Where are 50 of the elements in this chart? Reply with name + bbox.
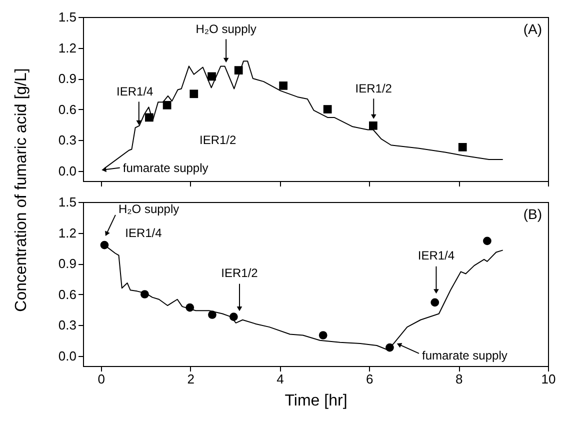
x-tick-label: 4 [276, 372, 284, 386]
x-tick-label: 6 [366, 372, 374, 386]
annotation: fumarate supply [422, 348, 508, 362]
y-tick-label: 0.3 [58, 132, 76, 148]
annotation: fumarate supply [122, 160, 208, 175]
point [458, 142, 467, 152]
point [318, 331, 328, 340]
annotation: IER1/4 [125, 226, 162, 240]
annotation: IER1/2 [200, 133, 237, 147]
annotation: H₂O supply [118, 202, 180, 216]
y-tick-label: 1.5 [58, 10, 76, 24]
x-tick-label: 10 [541, 372, 556, 386]
annotation: IER1/4 [116, 84, 154, 99]
point [190, 90, 198, 98]
x-tick-label: 2 [187, 372, 194, 386]
y-tick-label: 0.0 [58, 348, 76, 364]
point [162, 100, 172, 110]
y-tick-label: 1.5 [58, 194, 76, 210]
point [368, 121, 378, 130]
y-tick-label: 0.3 [58, 318, 76, 332]
point [234, 66, 243, 74]
point [323, 105, 332, 114]
y-axis-title: Concentration of fumaric acid [g/L] [13, 68, 31, 312]
y-tick-label: 1.2 [58, 225, 76, 240]
x-tick-label: 8 [455, 372, 463, 386]
point [483, 236, 492, 246]
x-axis-title: Time [hr] [284, 392, 348, 410]
point [100, 240, 109, 250]
point [386, 343, 394, 352]
x-tick-label: 0 [98, 372, 105, 386]
y-tick-label: 0.6 [58, 102, 76, 117]
y-tick-label: 0.0 [58, 163, 76, 178]
annotation: IER1/2 [221, 266, 258, 280]
point [144, 113, 154, 122]
annotation: IER1/4 [418, 248, 455, 262]
point [186, 303, 194, 312]
point [279, 81, 288, 90]
y-tick-label: 0.9 [58, 256, 76, 271]
point [208, 310, 216, 319]
point [430, 298, 440, 307]
point [140, 290, 149, 298]
y-tick-label: 0.6 [58, 286, 76, 302]
annotation: (B) [523, 206, 542, 222]
annotation: IER1/2 [355, 82, 392, 96]
point [208, 72, 216, 81]
annotation: H₂O supply [196, 22, 256, 36]
point [229, 312, 238, 321]
annotation: (A) [523, 21, 542, 37]
y-tick-label: 0.9 [58, 71, 76, 86]
y-tick-label: 1.2 [58, 40, 76, 56]
